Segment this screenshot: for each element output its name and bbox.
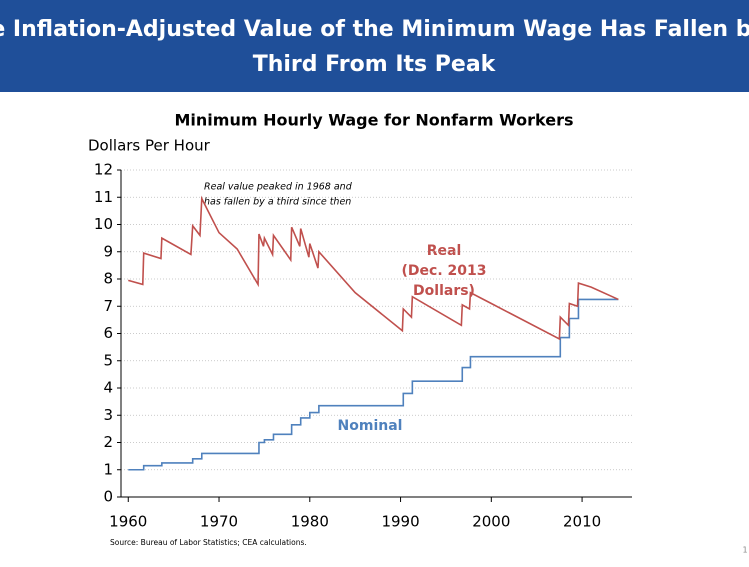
x-tick-label: 1970 <box>200 513 238 531</box>
series-line <box>128 298 619 471</box>
series-label: Nominal <box>338 418 403 434</box>
x-tick-label: 2000 <box>472 513 510 531</box>
series-label: Real <box>427 243 462 259</box>
annotation: Real value peaked in 1968 and <box>204 182 353 193</box>
y-tick-label: 5 <box>103 351 113 369</box>
series-line <box>128 195 619 341</box>
y-tick-label: 10 <box>94 215 113 233</box>
y-tick-label: 12 <box>94 161 113 179</box>
series-label: (Dec. 2013 <box>402 263 487 279</box>
y-tick-label: 9 <box>103 242 113 260</box>
header-band <box>0 0 749 92</box>
annotation: has fallen by a third since then <box>204 197 351 208</box>
y-tick-label: 3 <box>103 406 113 424</box>
x-tick-label: 1960 <box>109 513 147 531</box>
y-tick-label: 4 <box>103 379 113 397</box>
y-tick-label: 2 <box>103 433 113 451</box>
source: Source: Bureau of Labor Statistics; CEA … <box>110 538 307 547</box>
y-tick-label: 6 <box>103 324 113 342</box>
y-tick-label: 8 <box>103 270 113 288</box>
y-axis-label: Dollars Per Hour <box>88 137 211 155</box>
slide-title: The Inflation-Adjusted Value of the Mini… <box>0 17 749 42</box>
y-tick-label: 1 <box>103 460 113 478</box>
y-tick-label: 11 <box>94 188 113 206</box>
series-label: Dollars) <box>413 283 475 299</box>
y-tick-label: 0 <box>103 488 113 506</box>
y-tick-label: 7 <box>103 297 113 315</box>
x-tick-label: 1980 <box>291 513 329 531</box>
x-tick-label: 2010 <box>563 513 601 531</box>
page-number: 1 <box>742 546 747 555</box>
x-tick-label: 1990 <box>381 513 419 531</box>
chart-title: Minimum Hourly Wage for Nonfarm Workers <box>175 111 574 130</box>
slide-title: Third From Its Peak <box>253 52 497 77</box>
